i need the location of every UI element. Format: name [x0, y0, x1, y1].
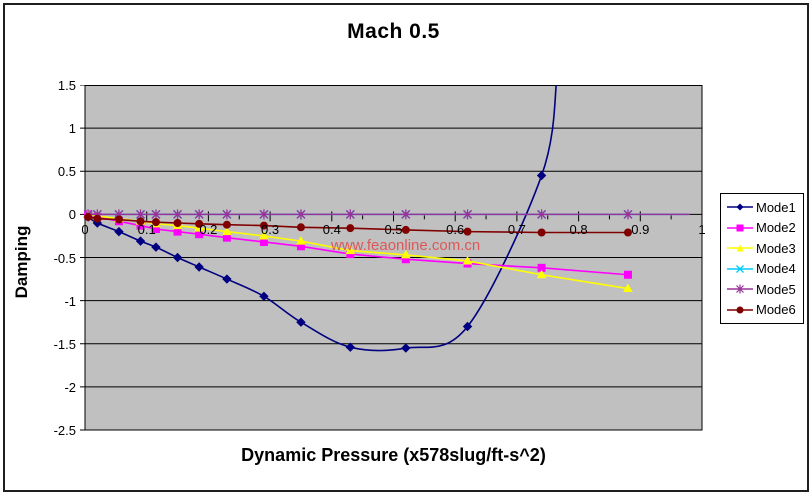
legend-marker-icon [727, 264, 753, 273]
marker-diamond [345, 342, 356, 352]
marker-diamond [172, 252, 183, 263]
marker-circle [173, 219, 182, 227]
marker-star [537, 209, 547, 220]
marker-circle [346, 224, 355, 233]
y-tick-label: -2.5 [53, 423, 76, 438]
y-tick-label: 0 [68, 207, 76, 223]
y-tick-label: -0.5 [53, 250, 76, 266]
marker-triangle [345, 245, 356, 255]
x-tick-label: 0.5 [384, 222, 403, 237]
legend-item: Mode2 [726, 220, 803, 235]
watermark-text: www.feaonline.com.cn [331, 237, 481, 254]
marker-star [296, 209, 306, 220]
plot-border [84, 85, 703, 431]
x-tick-label: 0 [81, 222, 89, 237]
legend-item: Mode5 [726, 282, 803, 297]
y-tick-label: 1 [68, 121, 76, 137]
legend-marker-icon [727, 203, 753, 211]
marker-circle [84, 212, 93, 221]
x-tick-label: 0.2 [199, 222, 218, 237]
y-tick-label: -2 [64, 379, 76, 395]
x-axis-title: Dynamic Pressure (x578slug/ft-s^2) [241, 445, 546, 465]
legend-box: Mode1 Mode2 Mode3 Mode4 Mode5 Mode6 [720, 193, 804, 324]
marker-triangle [623, 283, 633, 293]
legend-label: Mode6 [756, 302, 796, 318]
marker-triangle [296, 236, 306, 245]
legend-label: Mode3 [756, 240, 796, 256]
y-axis-title: Damping [12, 225, 31, 299]
marker-circle [93, 214, 102, 223]
x-tick-label: 0.8 [569, 222, 588, 237]
x-tick-label: 0.4 [322, 222, 341, 237]
marker-star [463, 209, 472, 220]
y-tick-label: 0.5 [57, 164, 76, 180]
marker-circle [136, 217, 145, 226]
x-tick-label: 0.9 [631, 222, 650, 237]
plot-area [80, 85, 703, 431]
marker-star [173, 209, 183, 220]
marker-diamond [151, 242, 161, 252]
marker-square [623, 270, 632, 279]
legend-label: Mode1 [756, 199, 796, 215]
marker-star [151, 209, 161, 220]
x-tick-label: 0.3 [261, 222, 280, 237]
marker-circle [296, 223, 305, 232]
legend-marker-icon [727, 244, 753, 252]
legend-marker-icon [727, 224, 753, 232]
y-tick-label: -1 [64, 293, 76, 309]
marker-star [222, 209, 232, 220]
marker-circle [151, 218, 160, 227]
x-tick-label: 0.7 [507, 222, 526, 237]
marker-diamond [114, 226, 124, 237]
marker-triangle [400, 249, 411, 259]
legend-item: Mode3 [726, 241, 803, 256]
legend-label: Mode5 [756, 281, 796, 297]
marker-circle [537, 228, 546, 237]
marker-diamond [259, 291, 269, 302]
y-tick-label: 1.5 [57, 78, 76, 93]
marker-circle [222, 220, 231, 229]
legend-item: Mode4 [726, 261, 803, 276]
marker-star [623, 209, 633, 220]
series-line-mode1 [87, 85, 557, 352]
marker-diamond [462, 321, 473, 332]
x-tick-label: 0.6 [446, 222, 465, 237]
marker-circle [195, 219, 204, 228]
y-tick-label: -1.5 [53, 336, 76, 352]
marker-triangle [259, 230, 269, 240]
marker-circle [623, 228, 632, 237]
marker-circle [259, 221, 268, 230]
marker-square [173, 227, 182, 236]
marker-diamond [194, 262, 204, 272]
legend-marker-icon [727, 284, 753, 294]
marker-circle [114, 215, 123, 224]
marker-star [345, 209, 355, 220]
marker-star [401, 209, 411, 220]
legend-item: Mode6 [726, 302, 803, 317]
legend-item: Mode1 [726, 200, 803, 215]
marker-star [194, 209, 204, 220]
x-tick-label: 0.1 [137, 222, 156, 237]
legend-label: Mode2 [756, 220, 796, 236]
marker-diamond [401, 343, 411, 353]
marker-square [259, 237, 268, 246]
marker-circle [401, 225, 410, 234]
legend-label: Mode4 [756, 261, 796, 277]
chart-title: Mach 0.5 [347, 20, 440, 43]
marker-diamond [222, 274, 232, 284]
marker-triangle [222, 226, 232, 236]
marker-triangle [462, 255, 473, 265]
marker-triangle [536, 269, 547, 279]
marker-circle [463, 227, 472, 236]
marker-diamond [536, 170, 547, 181]
x-tick-label: 1 [698, 222, 706, 237]
marker-diamond [135, 236, 146, 246]
marker-diamond [296, 317, 306, 327]
marker-star [259, 209, 269, 220]
legend-marker-icon [727, 306, 753, 314]
